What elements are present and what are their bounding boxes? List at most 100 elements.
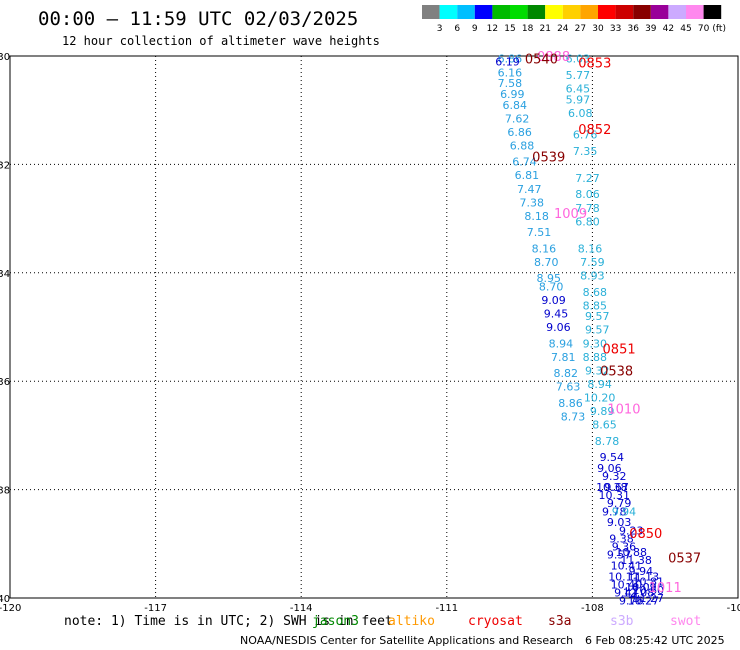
pass-time-label: 0538 [600,364,633,379]
wave-height-value: 6.80 [575,215,600,228]
scale-label: 33 [610,24,621,34]
pass-time-label: 1010 [607,402,640,417]
scale-swatch [422,5,440,19]
scale-swatch [562,5,581,19]
scale-label: 18 [522,24,534,34]
wave-height-value: 7.78 [575,202,600,215]
wave-height-value: 6.45 [566,83,591,96]
scale-swatch [633,5,651,19]
wave-height-value: 11.27 [632,592,664,605]
pass-time-label: 0539 [532,150,565,165]
x-tick-label: -111 [435,603,458,614]
wave-height-value: 11.13 [628,570,660,583]
wave-height-value: 10.38 [596,481,628,494]
pass-time-label: 0851 [603,343,636,358]
pass-time-label: 0853 [578,57,611,72]
scale-unit: (ft) [712,24,726,34]
wave-height-value: 8.82 [553,367,578,380]
wave-height-value: 9.57 [607,549,632,562]
wave-height-value: 10.41 [611,559,643,572]
wave-height-value: 7.38 [519,196,544,209]
pass-time-label: 1011 [649,581,682,596]
wave-height-value: 9.45 [544,307,569,320]
legend-note: note: 1) Time is in UTC; 2) SWH is in fe… [64,614,393,629]
wave-height-value: 10.20 [584,391,616,404]
scale-swatch [580,5,598,19]
wave-height-value: 7.81 [551,351,576,364]
data-points: 6.866.196.167.586.996.847.626.866.886.74… [495,53,664,608]
wave-height-value: 9.32 [585,364,610,377]
wave-height-value: 9.06 [546,321,571,334]
x-tick-label: -108 [581,603,604,614]
scale-label: 21 [539,24,550,34]
wave-height-value: 8.06 [575,188,600,201]
wave-height-value: 9.94 [612,505,637,518]
scale-label: 3 [437,24,443,34]
wave-height-value: 9.30 [583,337,608,350]
scale-label: 27 [575,24,586,34]
wave-height-value: 12.08 [623,587,655,600]
wave-height-value: 7.59 [580,256,605,269]
wave-height-value: 7.47 [517,183,542,196]
pass-time-label: 0537 [668,551,701,566]
wave-height-value: 8.16 [532,242,557,255]
color-scale-legend: 3 6 9 12 15 18 21 24 27 30 33 36 39 42 45 70 (ft) [422,5,726,34]
wave-height-value: 10.31 [598,489,630,502]
satellite-label: swot [670,614,701,629]
footer-credit: NOAA/NESDIS Center for Satellite Applica… [240,634,573,647]
wave-height-value: 8.70 [539,280,564,293]
wave-height-value: 6.74 [512,156,537,169]
wave-height-value: 6.19 [495,55,520,68]
scale-swatch [598,5,616,19]
wave-height-value: 10.81 [632,576,664,589]
x-tick-label: -117 [144,603,167,614]
scale-label: 9 [472,24,478,34]
wave-height-value: 9.76 [619,595,644,608]
wave-height-value: 6.08 [568,107,593,120]
wave-height-value: 9.23 [619,524,644,537]
plot-frame [9,55,739,599]
x-tick-label: -120 [0,603,21,614]
wave-height-value: 9.89 [590,405,615,418]
wave-height-value: 9.94 [629,565,654,578]
scale-swatch [545,5,563,19]
plot-area [9,55,739,599]
y-tick-label: -36 [0,377,10,388]
y-tick-label: -32 [0,160,10,171]
scale-label: 42 [663,24,674,34]
wave-height-value: 8.73 [561,410,586,423]
wave-height-value: 5.97 [566,93,591,106]
wave-height-value: 8.86 [558,397,583,410]
wave-height-value: 9.54 [600,451,625,464]
chart-title: 00:00 – 11:59 UTC 02/03/2025 [38,8,358,30]
wave-height-value: 9.38 [609,532,634,545]
scale-label: 39 [645,24,657,34]
wave-height-value: 8.94 [549,337,574,350]
scale-swatch [527,5,546,19]
wave-height-value: 8.18 [524,210,549,223]
pass-time-label: 0852 [578,123,611,138]
scale-swatch [510,5,528,19]
wave-height-value: 6.03 [566,53,591,66]
wave-height-value: 9.09 [541,294,566,307]
satellite-label: s3b [610,614,634,629]
pass-time-label: 0540 [525,53,558,68]
wave-height-value: 10.11 [608,570,640,583]
scale-swatch [668,5,686,19]
x-tick-label: -114 [290,603,313,614]
x-tick-label: -105 [727,603,740,614]
y-tick-label: -34 [0,269,10,280]
scale-label: 45 [680,24,691,34]
grid-lines [10,56,738,598]
wave-height-value: 10.40 [611,578,643,591]
wave-height-value: 9.67 [604,481,629,494]
scale-swatch [439,5,458,19]
wave-height-value: 9.32 [602,470,627,483]
wave-height-value: 8.78 [595,435,620,448]
y-tick-label: -38 [0,486,10,497]
wave-height-value: 8.88 [583,351,608,364]
scale-swatch [615,5,634,19]
wave-height-value: 11.38 [620,554,652,567]
